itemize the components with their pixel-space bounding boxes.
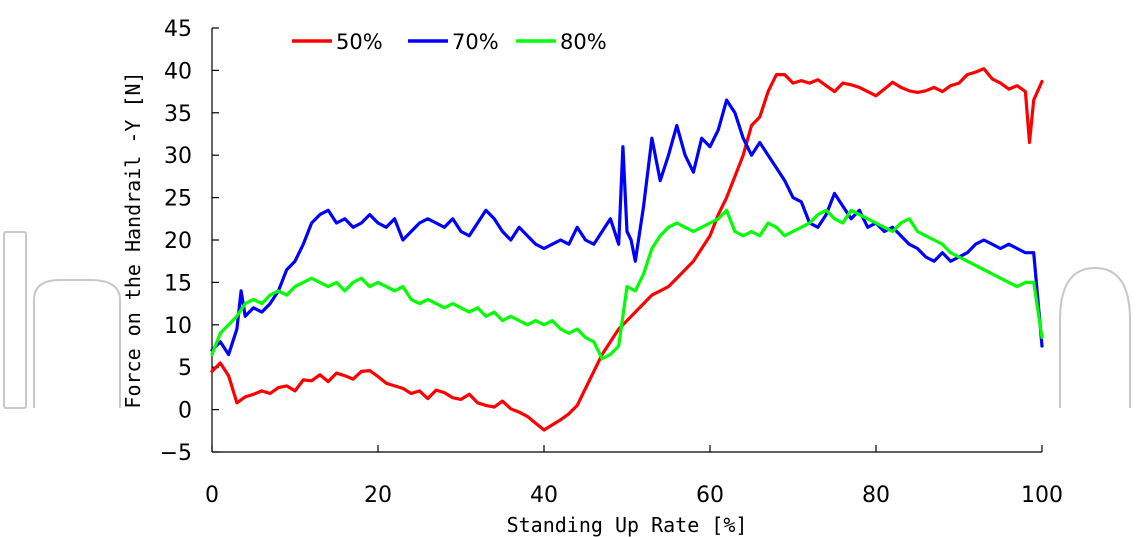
watermark-logo	[3, 231, 1131, 409]
x-tick-label: 20	[364, 483, 392, 508]
x-axis-label: Standing Up Rate [%]	[507, 513, 748, 537]
x-tick-label: 0	[205, 483, 219, 508]
y-tick-label: 0	[178, 399, 192, 424]
axes: −5 0 5 10 15 20 25 30 35 40 45 0 20 40 60 80 100	[160, 17, 1063, 508]
y-tick-label: 45	[164, 17, 192, 42]
x-tick-label: 80	[862, 483, 890, 508]
legend-label: 80%	[560, 30, 607, 54]
x-tick-label: 40	[530, 483, 558, 508]
x-tick-label: 100	[1021, 483, 1063, 508]
legend: 50% 70% 80%	[292, 30, 607, 54]
series-layer	[210, 67, 1044, 432]
series-line-50pct	[210, 67, 1044, 432]
y-tick-label: 15	[164, 271, 192, 296]
y-axis-label: Force on the Handrail -Y [N]	[121, 71, 145, 408]
y-tick-label: 35	[164, 102, 192, 127]
legend-label: 70%	[452, 30, 499, 54]
y-tick-label: 40	[164, 59, 192, 84]
x-tick-label: 60	[696, 483, 724, 508]
y-tick-label: −5	[160, 441, 192, 466]
y-tick-label: 25	[164, 187, 192, 212]
series-line-80pct	[210, 208, 1044, 361]
y-tick-label: 30	[164, 144, 192, 169]
y-tick-label: 5	[178, 356, 192, 381]
y-tick-label: 20	[164, 229, 192, 254]
series-line-70pct	[210, 98, 1044, 357]
y-tick-label: 10	[164, 314, 192, 339]
legend-label: 50%	[336, 30, 383, 54]
